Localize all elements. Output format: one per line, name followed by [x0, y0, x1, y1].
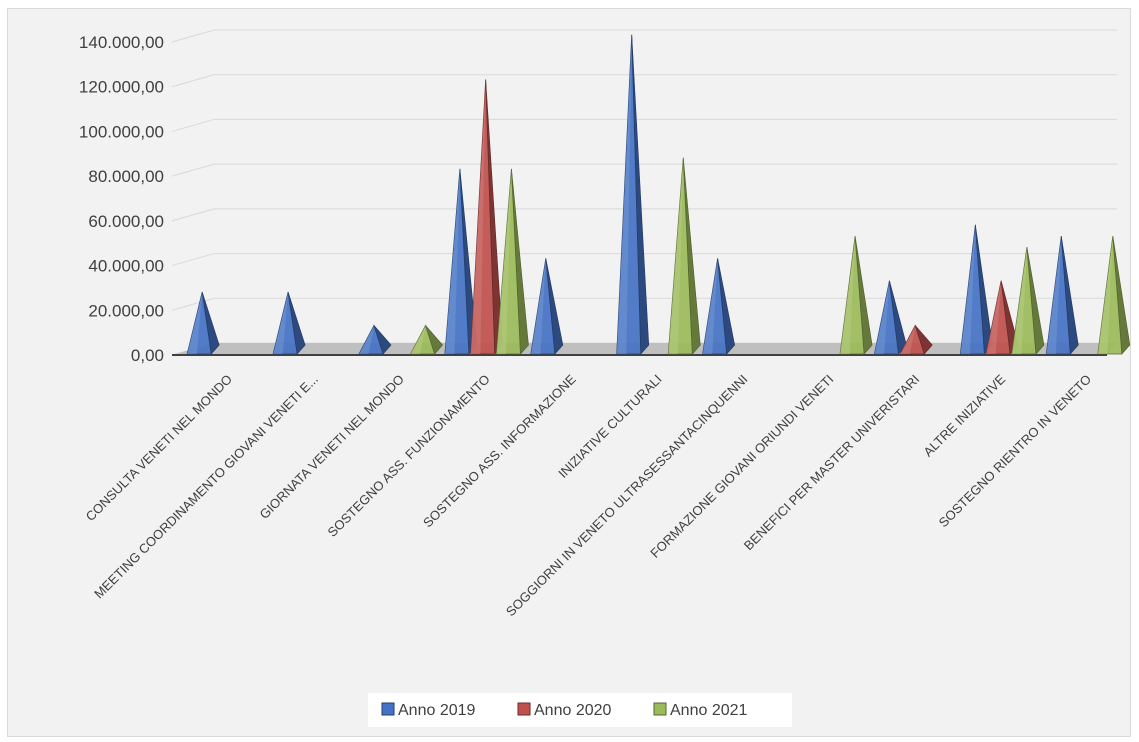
gridline-side: [171, 253, 215, 267]
x-tick-label: ALTRE INIZIATIVE: [920, 371, 1008, 459]
bar-anno-2021: [839, 235, 873, 355]
bar-anno-2020: [899, 324, 933, 355]
bar-anno-2019: [959, 224, 993, 355]
gridline-side: [171, 118, 215, 132]
bar-anno-2019: [616, 34, 650, 355]
bar-anno-2021: [667, 157, 701, 355]
gridline-side: [171, 29, 215, 43]
gridline-side: [171, 208, 215, 222]
y-tick-label: 140.000,00: [79, 33, 164, 52]
x-tick-label: FORMAZIONE GIOVANI ORIUNDI VENETI: [647, 372, 836, 561]
gridline-side: [171, 297, 215, 311]
bar-anno-2019: [1045, 235, 1079, 355]
y-tick-label: 100.000,00: [79, 122, 164, 141]
bar-anno-2021: [1097, 235, 1131, 355]
gridline-side: [171, 74, 215, 88]
bar-anno-2019: [873, 280, 907, 355]
legend-box: [368, 693, 792, 727]
y-tick-label: 40.000,00: [88, 257, 164, 276]
x-tick-label: CONSULTA VENETI NEL MONDO: [83, 372, 235, 524]
y-tick-label: 20.000,00: [88, 301, 164, 320]
bar-anno-2019: [530, 258, 564, 355]
y-axis: 0,00 20.000,00 40.000,00 60.000,00 80.000,00…: [79, 33, 164, 365]
bars: [186, 34, 1131, 355]
y-tick-label: 60.000,00: [88, 212, 164, 231]
legend-label: Anno 2021: [670, 702, 748, 719]
bar-anno-2019: [358, 324, 392, 355]
y-tick-label: 120.000,00: [79, 78, 164, 97]
bar-anno-2020: [470, 79, 504, 355]
legend-label: Anno 2020: [534, 702, 612, 719]
chart-area: [7, 8, 1131, 737]
y-tick-label: 0,00: [131, 346, 164, 365]
bar-anno-2021: [409, 324, 443, 355]
bar-anno-2019: [444, 168, 478, 355]
legend-swatch: [381, 702, 395, 716]
legend-swatch: [653, 702, 667, 716]
legend-label: Anno 2019: [398, 702, 476, 719]
y-tick-label: 80.000,00: [88, 167, 164, 186]
bar-anno-2021: [1011, 247, 1045, 355]
bar-anno-2021: [495, 168, 529, 355]
bar-anno-2019: [272, 291, 306, 355]
gridline-side: [171, 163, 215, 177]
x-tick-label: SOSTEGNO ASS. INFORMAZIONE: [420, 371, 579, 530]
bar-anno-2019: [186, 291, 220, 355]
x-tick-label: SOSTEGNO RIENTRO IN VENETO: [936, 372, 1095, 531]
x-tick-label: SOSTEGNO ASS. FUNZIONAMENTO: [325, 372, 493, 540]
x-tick-label: GIORNATA VENETI NEL MONDO: [257, 372, 407, 522]
legend: Anno 2019 Anno 2020 Anno 2021: [368, 693, 792, 727]
legend-swatch: [517, 702, 531, 716]
x-tick-label: BENEFICI PER MASTER UNIVERISTARI: [741, 372, 923, 554]
bar-anno-2019: [702, 258, 735, 355]
